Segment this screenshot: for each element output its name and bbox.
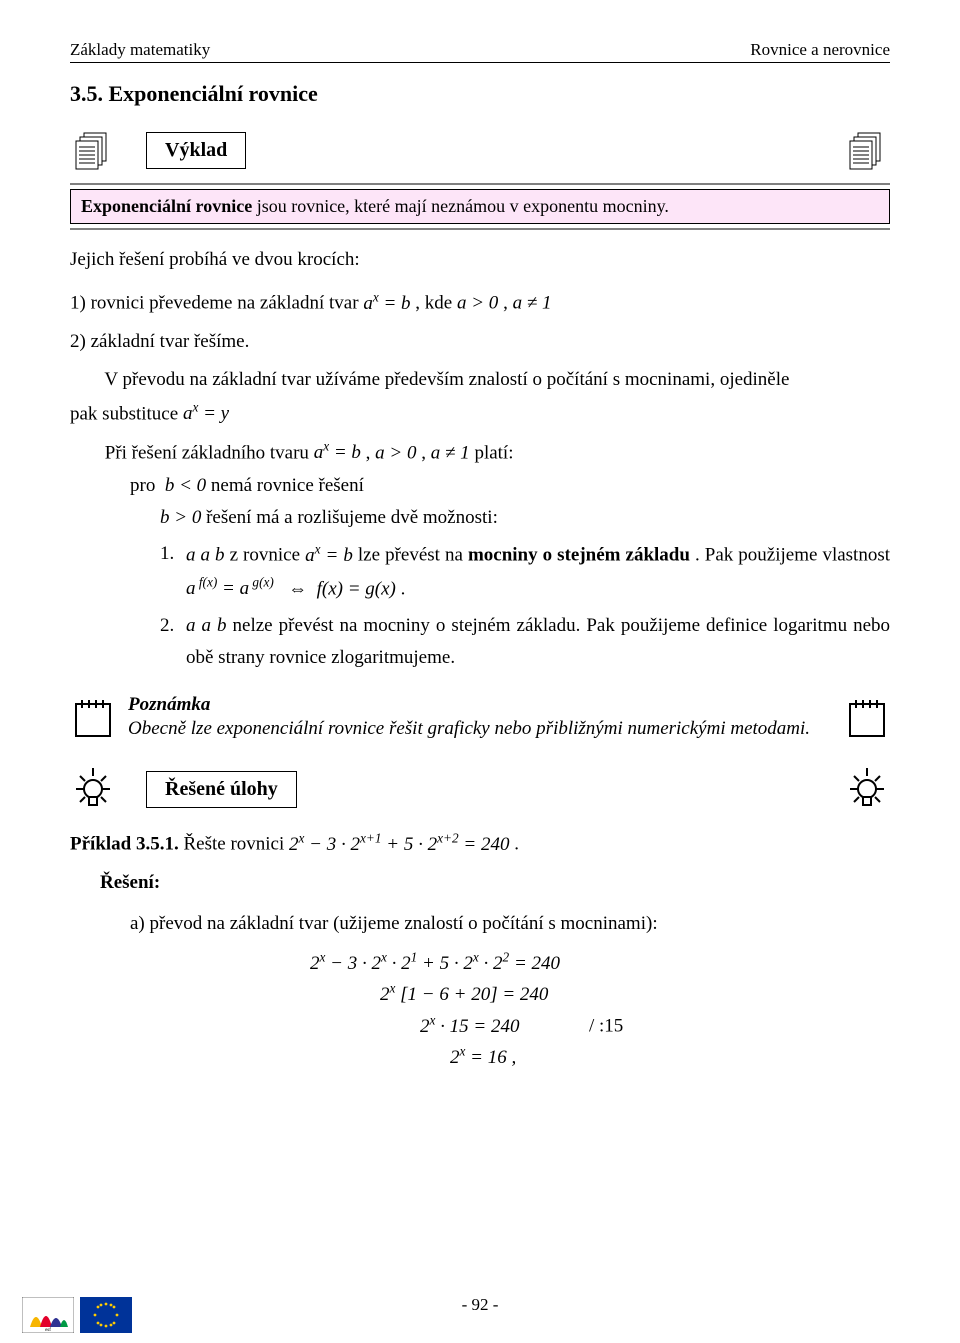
- esf-logo: esf: [22, 1297, 74, 1333]
- intro-line: Jejich řešení probíhá ve dvou krocích:: [70, 244, 890, 276]
- case-b-neg: pro b < 0 nemá rovnice řešení: [130, 470, 890, 502]
- definition-box: Exponenciální rovnice jsou rovnice, kter…: [70, 189, 890, 224]
- math-block: 2x − 3 · 2x · 21 + 5 · 2x · 22 = 240 2x …: [70, 950, 890, 1069]
- notepad-icon: [70, 694, 116, 740]
- definition-container: Exponenciální rovnice jsou rovnice, kter…: [70, 183, 890, 230]
- page-header: Základy matematiky Rovnice a nerovnice: [70, 40, 890, 63]
- pages-icon: [70, 127, 116, 173]
- reseni-label: Řešení:: [100, 872, 890, 894]
- list-item-1: 1. a a b z rovnice ax = b lze převést na…: [160, 538, 890, 605]
- note-title: Poznámka: [128, 694, 832, 716]
- notepad-icon: [844, 694, 890, 740]
- step-2: 2) základní tvar řešíme.: [70, 326, 890, 358]
- paragraph-1: V převodu na základní tvar užíváme přede…: [70, 364, 890, 396]
- lightbulb-icon: [70, 766, 116, 812]
- step-1: 1) rovnici převedeme na základní tvar ax…: [70, 286, 890, 320]
- solution-a: a) převod na základní tvar (užijeme znal…: [130, 908, 890, 940]
- pages-icon: [844, 127, 890, 173]
- page-number: - 92 -: [0, 1295, 960, 1315]
- case-b-pos: b > 0 řešení má a rozlišujeme dvě možnos…: [160, 502, 890, 534]
- definition-text: jsou rovnice, které mají neznámou v expo…: [257, 196, 669, 216]
- resene-label: Řešené úlohy: [146, 771, 297, 808]
- footer-logos: esf: [22, 1297, 132, 1333]
- eu-flag-logo: [80, 1297, 132, 1333]
- header-right: Rovnice a nerovnice: [750, 40, 890, 60]
- section-title: 3.5. Exponenciální rovnice: [70, 81, 890, 107]
- list-item-2: 2. a a b nelze převést na mocniny o stej…: [160, 610, 890, 675]
- body: Jejich řešení probíhá ve dvou krocích: 1…: [70, 244, 890, 674]
- note-body: Obecně lze exponenciální rovnice řešit g…: [128, 718, 832, 740]
- svg-text:esf: esf: [45, 1328, 51, 1333]
- priklad-line: Příklad 3.5.1. Řešte rovnici 2x − 3 · 2x…: [70, 830, 890, 855]
- lightbulb-icon: [844, 766, 890, 812]
- header-left: Základy matematiky: [70, 40, 210, 60]
- vyklad-label: Výklad: [146, 132, 246, 169]
- paragraph-2: Při řešení základního tvaru ax = b , a >…: [70, 436, 890, 470]
